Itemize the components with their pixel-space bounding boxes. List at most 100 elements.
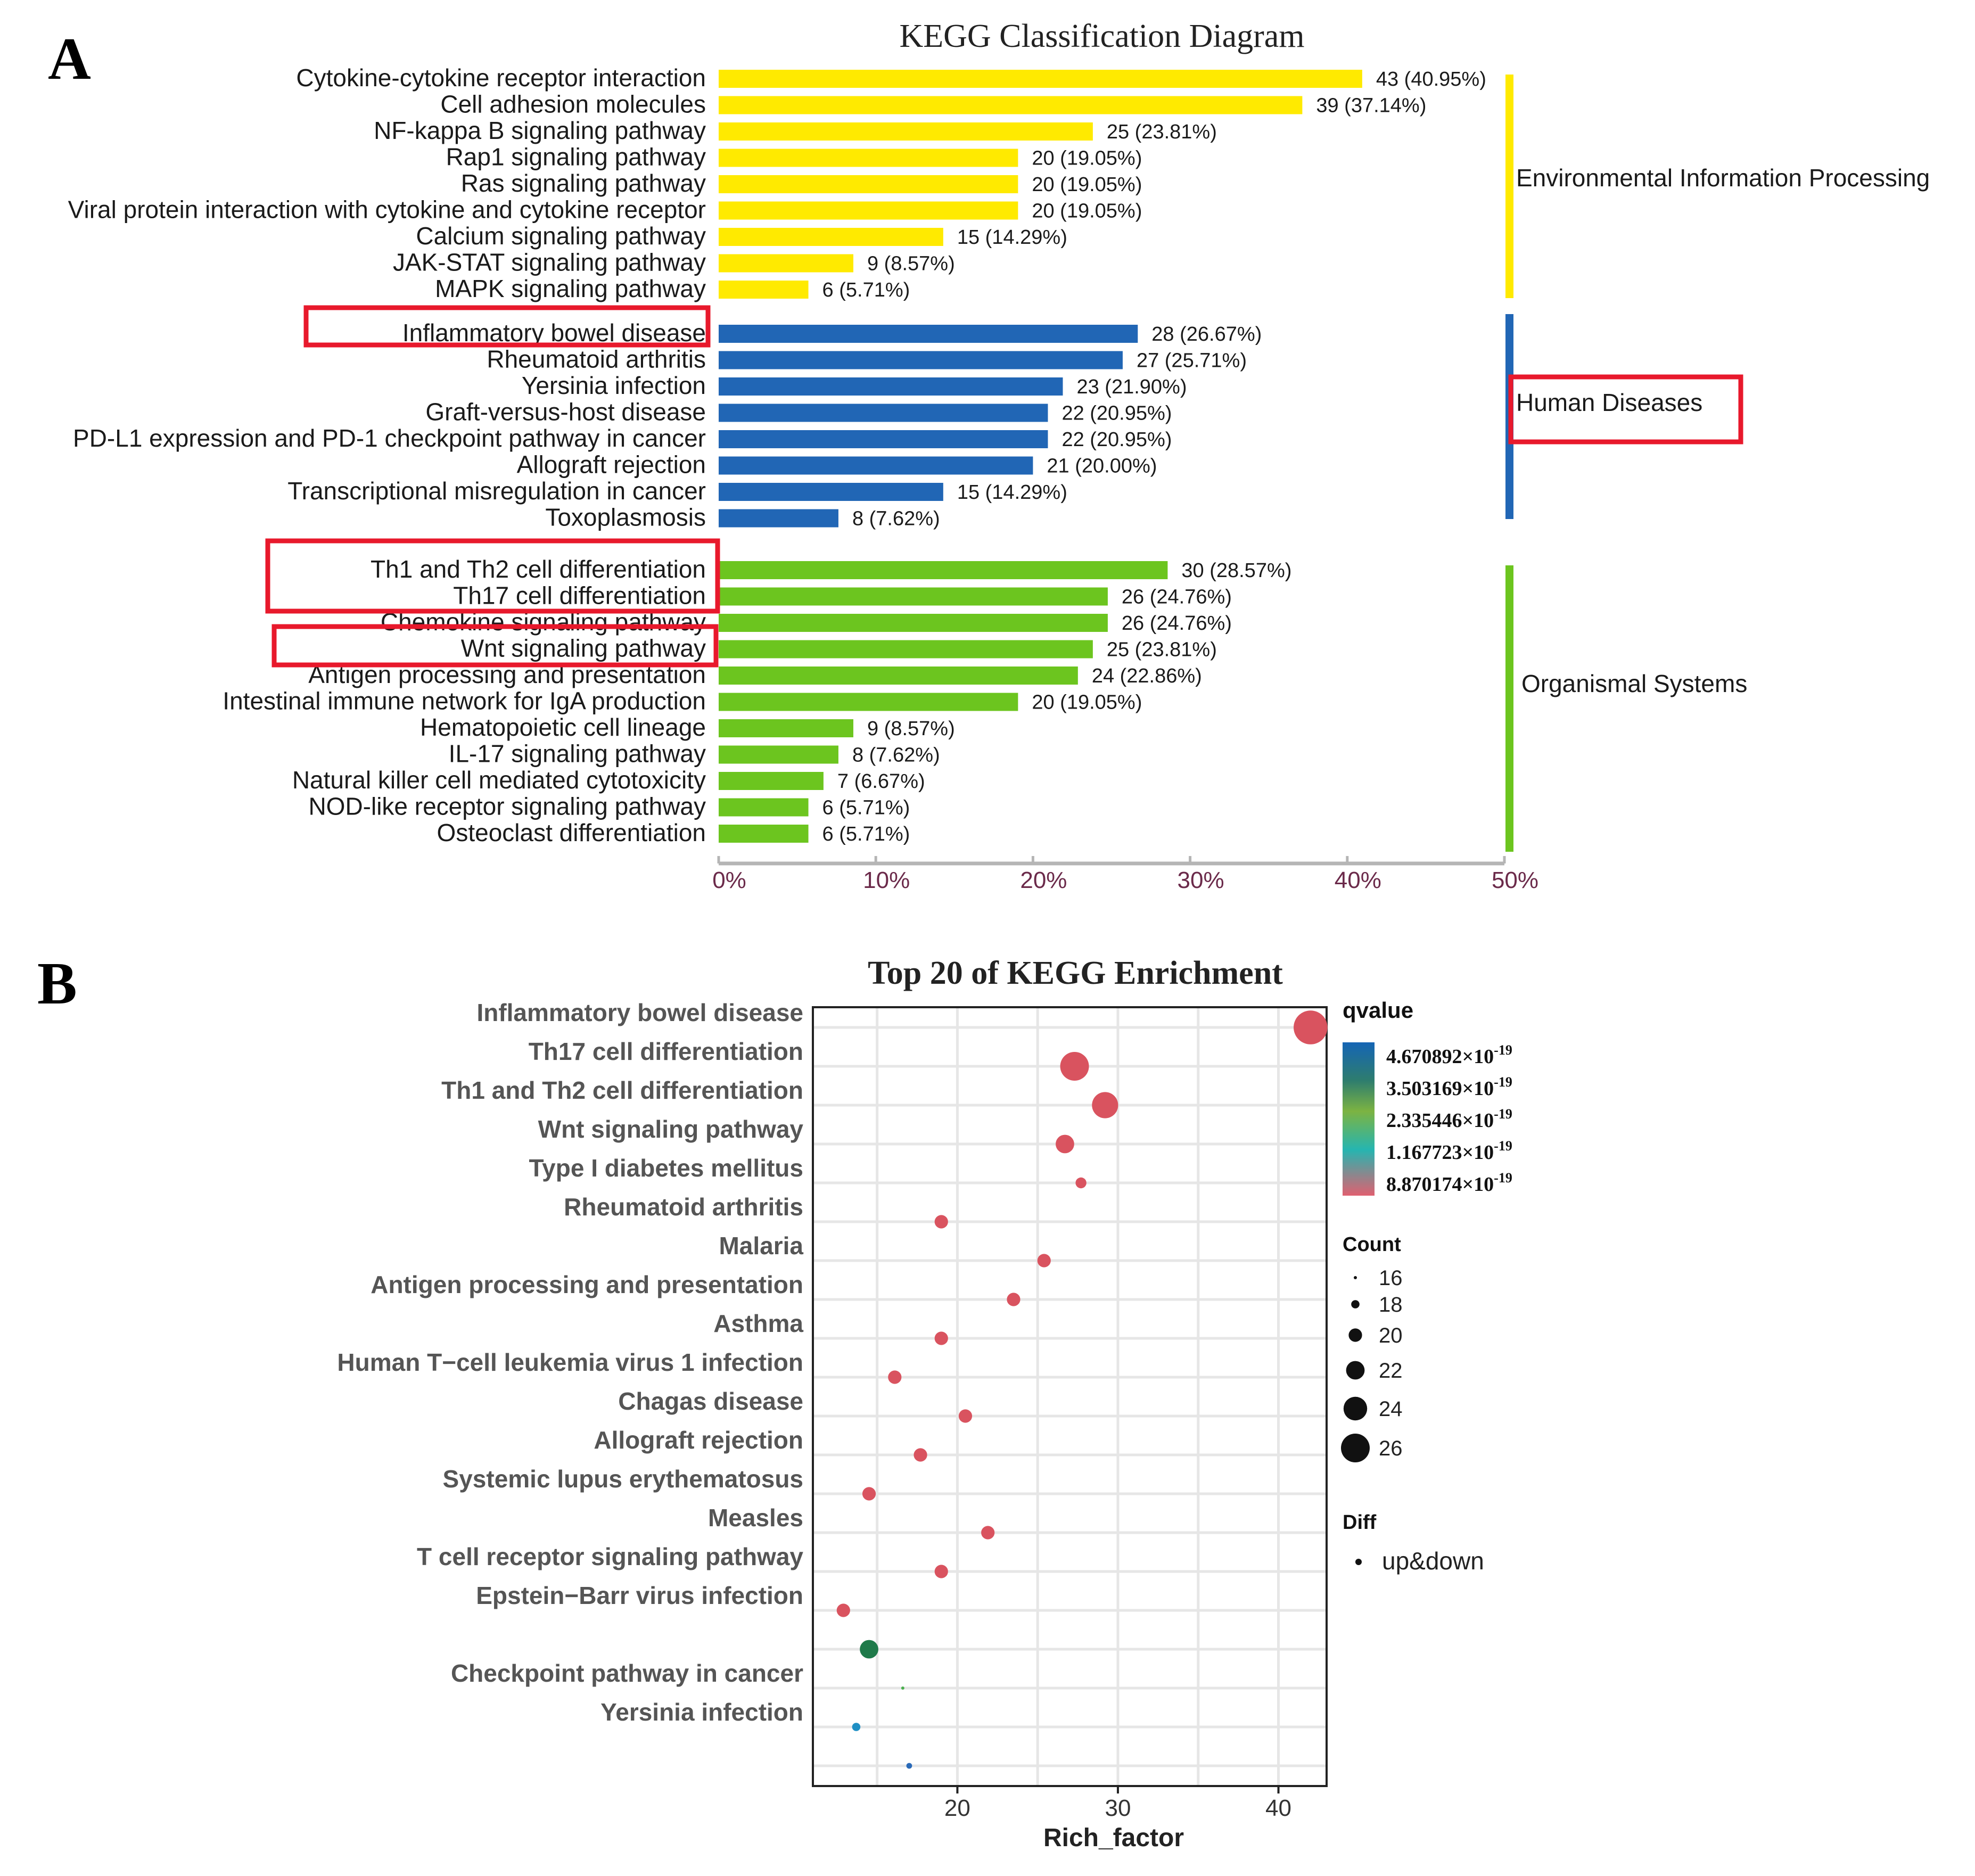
qvalue-labels: 4.670892×10-193.503169×10-192.335446×10-… <box>1375 1042 1512 1196</box>
value-label: 22 (20.95%) <box>1061 429 1172 451</box>
category-label: PD-L1 expression and PD-1 checkpoint pat… <box>73 424 706 452</box>
panel-a-x-axis: 0% 10% 20% 30% 40% 50% <box>712 856 1538 893</box>
qvalue-label: 3.503169×10-19 <box>1386 1074 1512 1100</box>
bar <box>719 456 1033 475</box>
group-label: Organismal Systems <box>1521 670 1747 697</box>
qvalue-mantissa: 8.870174×10 <box>1386 1173 1494 1196</box>
value-label: 6 (5.71%) <box>822 279 910 301</box>
category-label: JAK-STAT signaling pathway <box>393 249 706 276</box>
group-label: Environmental Information Processing <box>1516 164 1930 192</box>
value-label: 27 (25.71%) <box>1137 350 1247 372</box>
category-label: Type I diabetes mellitus <box>529 1154 803 1182</box>
qvalue-exponent: -19 <box>1494 1106 1512 1122</box>
panel-a: A KEGG Classification Diagram Cytokine-c… <box>48 18 1930 893</box>
count-dot <box>1348 1328 1362 1342</box>
count-label: 24 <box>1379 1397 1403 1421</box>
data-point <box>906 1763 912 1769</box>
qvalue-label: 1.167723×10-19 <box>1386 1138 1512 1164</box>
x-tick-label: 30% <box>1178 867 1224 893</box>
highlight-box <box>271 624 719 668</box>
data-point <box>914 1448 927 1462</box>
value-label: 25 (23.81%) <box>1107 639 1217 661</box>
category-label: Antigen processing and presentation <box>371 1271 803 1298</box>
data-point <box>1007 1293 1021 1306</box>
category-label: Th1 and Th2 cell differentiation <box>371 555 706 583</box>
count-dot <box>1354 1276 1357 1279</box>
category-label: Cytokine-cytokine receptor interaction <box>296 64 706 92</box>
count-dot <box>1343 1396 1368 1421</box>
category-label: Natural killer cell mediated cytotoxicit… <box>292 766 706 794</box>
qvalue-exponent: -19 <box>1494 1042 1512 1058</box>
bar <box>719 96 1303 114</box>
value-label: 9 (8.57%) <box>867 718 955 740</box>
data-point <box>852 1723 861 1731</box>
group-label: Human Diseases <box>1516 389 1702 416</box>
value-label: 20 (19.05%) <box>1032 200 1142 223</box>
plot-frame <box>812 1006 1328 1787</box>
category-label: Asthma <box>713 1310 803 1337</box>
panel-b-legend: qvalue 4.670892×10-193.503169×10-192.335… <box>1341 998 1512 1575</box>
qvalue-label: 4.670892×10-19 <box>1386 1042 1512 1068</box>
group-bar <box>1505 75 1513 298</box>
x-tick-label: 0% <box>712 867 746 893</box>
value-label: 28 (26.67%) <box>1151 323 1262 345</box>
count-label: 20 <box>1379 1324 1403 1347</box>
x-axis-title: Rich_factor <box>1043 1824 1184 1852</box>
count-label: 16 <box>1379 1266 1403 1290</box>
data-point <box>862 1487 876 1501</box>
bar <box>719 281 809 299</box>
count-legend: 16 18 20 22 24 26 <box>1341 1266 1403 1462</box>
value-label: 8 (7.62%) <box>852 744 940 767</box>
highlight-box <box>303 305 711 348</box>
qvalue-exponent: -19 <box>1494 1074 1512 1090</box>
category-label: Th1 and Th2 cell differentiation <box>441 1076 803 1104</box>
count-dot <box>1351 1300 1360 1309</box>
data-point <box>860 1640 878 1659</box>
legend-qvalue-title: qvalue <box>1343 998 1413 1023</box>
qvalue-mantissa: 1.167723×10 <box>1386 1141 1494 1164</box>
value-label: 23 (21.90%) <box>1076 376 1187 398</box>
panel-a-letter: A <box>48 26 91 92</box>
bar <box>719 614 1108 632</box>
highlight-box <box>265 538 720 614</box>
data-point <box>934 1565 948 1578</box>
bar <box>719 509 838 528</box>
panel-b: B Top 20 of KEGG Enrichment Inflammatory… <box>37 951 1512 1852</box>
value-label: 22 (20.95%) <box>1061 402 1172 425</box>
value-label: 26 (24.76%) <box>1122 612 1232 635</box>
legend-count-title: Count <box>1343 1233 1401 1256</box>
category-label: T cell receptor signaling pathway <box>417 1543 803 1570</box>
category-label: Yersinia infection <box>600 1698 803 1726</box>
count-label: 26 <box>1379 1437 1403 1460</box>
value-label: 30 (28.57%) <box>1181 559 1291 582</box>
value-label: 25 (23.81%) <box>1107 121 1217 143</box>
value-label: 39 (37.14%) <box>1316 95 1426 117</box>
value-label: 6 (5.71%) <box>822 823 910 845</box>
category-label: Yersinia infection <box>522 372 706 399</box>
category-label: Systemic lupus erythematosus <box>443 1465 803 1493</box>
category-label: NOD-like receptor signaling pathway <box>308 793 706 820</box>
category-label: Th17 cell differentiation <box>453 582 706 610</box>
category-label: Rheumatoid arthritis <box>564 1193 803 1221</box>
bar <box>719 70 1362 88</box>
data-point <box>1056 1134 1074 1154</box>
bar <box>719 667 1078 685</box>
bar <box>719 587 1108 606</box>
qvalue-label: 8.870174×10-19 <box>1386 1170 1512 1196</box>
value-label: 21 (20.00%) <box>1047 455 1157 478</box>
bar <box>719 693 1018 711</box>
bar <box>719 430 1048 448</box>
bar <box>719 175 1018 193</box>
category-label: Graft-versus-host disease <box>425 398 706 426</box>
qvalue-label: 2.335446×10-19 <box>1386 1106 1512 1132</box>
count-dot <box>1341 1434 1370 1462</box>
data-point <box>934 1215 948 1229</box>
qvalue-mantissa: 4.670892×10 <box>1386 1046 1494 1068</box>
value-label: 15 (14.29%) <box>957 226 1067 249</box>
x-tick-label: 10% <box>863 867 910 893</box>
category-label: Wnt signaling pathway <box>461 635 706 662</box>
category-label: Epstein−Barr virus infection <box>476 1582 803 1609</box>
category-label: Transcriptional misregulation in cancer <box>287 477 706 505</box>
bar <box>719 351 1123 369</box>
